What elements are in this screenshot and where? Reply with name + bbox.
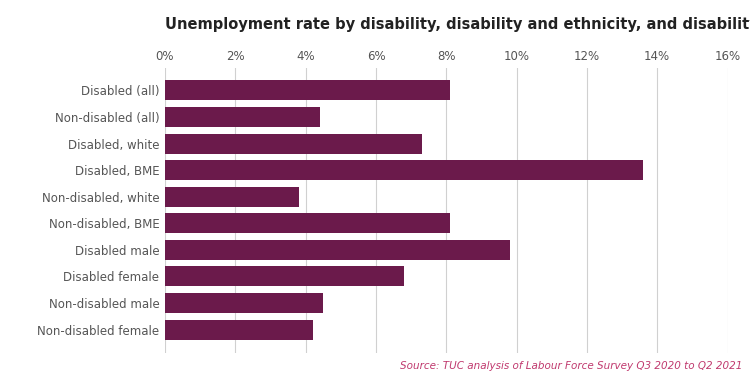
Bar xyxy=(165,293,323,313)
Bar xyxy=(165,267,404,286)
Bar xyxy=(165,81,450,100)
Bar xyxy=(165,134,422,153)
Bar xyxy=(165,213,450,233)
Bar xyxy=(165,187,298,207)
Text: Unemployment rate by disability, disability and ethnicity, and disability and ge: Unemployment rate by disability, disabil… xyxy=(165,16,750,32)
Text: Source: TUC analysis of Labour Force Survey Q3 2020 to Q2 2021: Source: TUC analysis of Labour Force Sur… xyxy=(400,361,742,371)
Bar xyxy=(165,160,643,180)
Bar xyxy=(165,107,320,127)
Bar xyxy=(165,240,509,260)
Bar xyxy=(165,320,313,339)
